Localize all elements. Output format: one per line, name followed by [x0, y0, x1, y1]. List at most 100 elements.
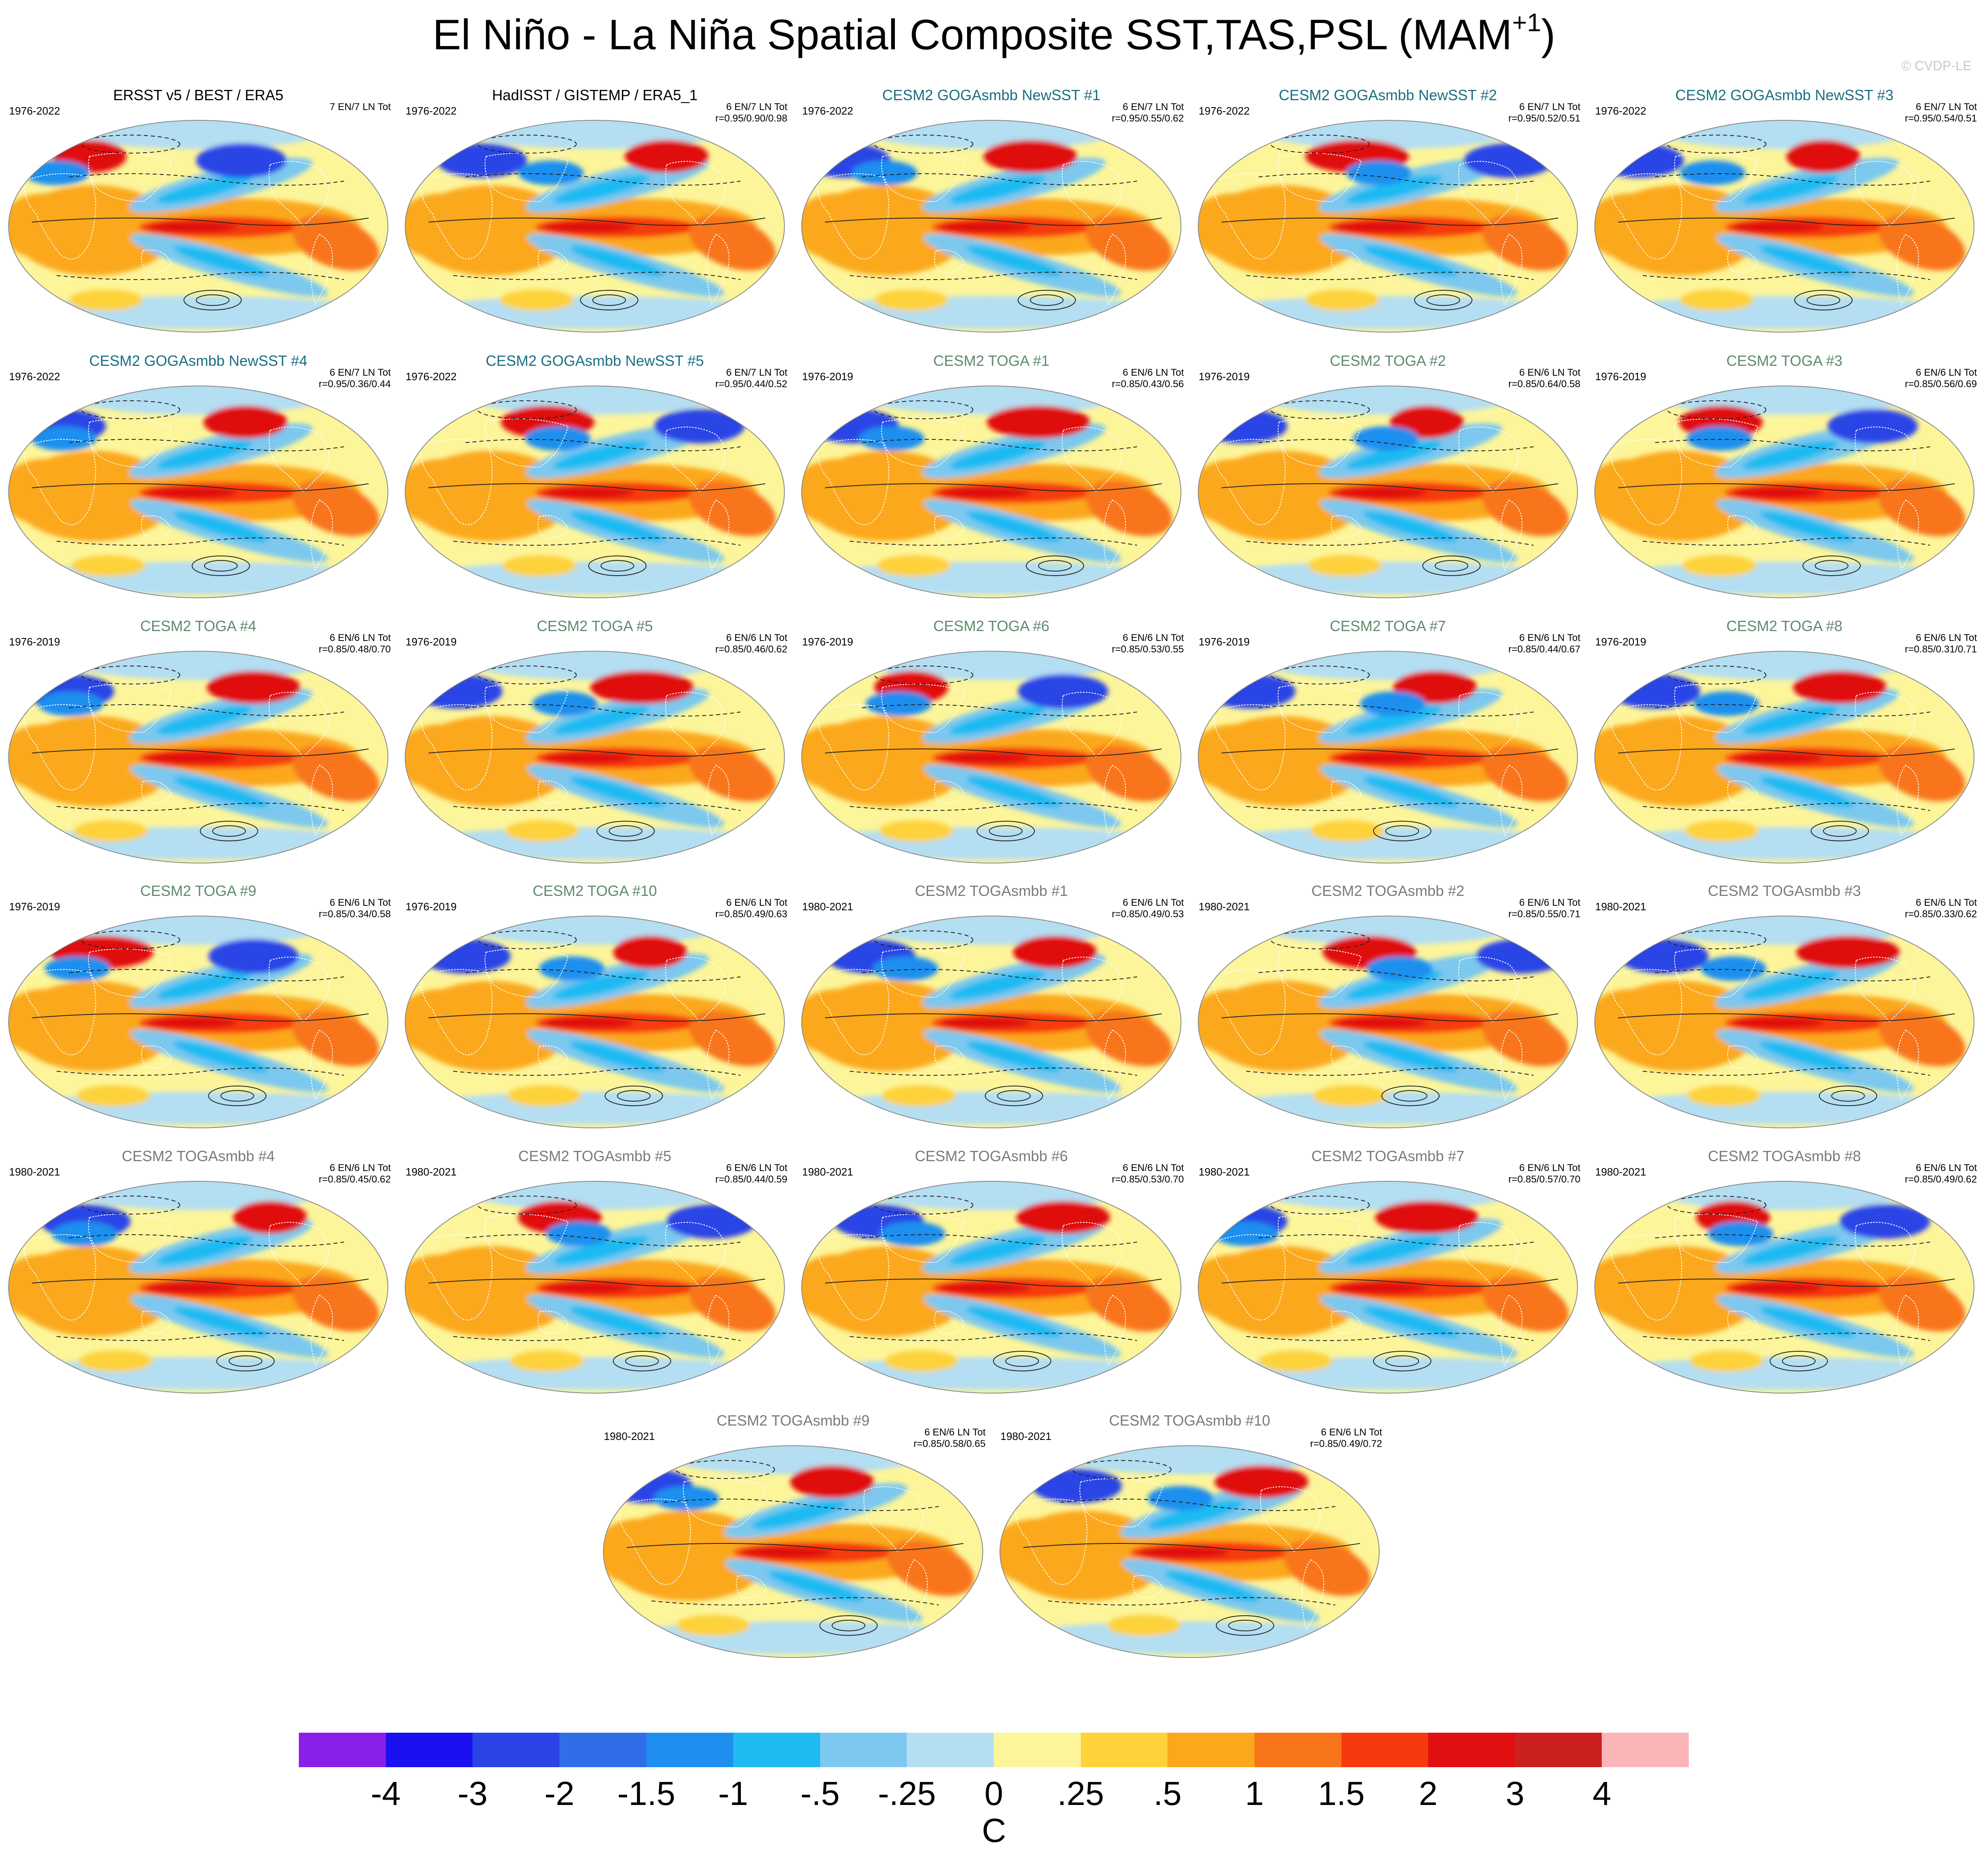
panel-event-count: 6 EN/6 LN Tot — [330, 1162, 391, 1173]
panel-years: 1980-2021 — [802, 1166, 853, 1178]
continent-outline — [1062, 1222, 1122, 1288]
panel-years: 1980-2021 — [406, 1166, 457, 1178]
psl-contour — [1642, 537, 1931, 546]
continent-outline — [537, 781, 569, 804]
continent-outline — [1062, 427, 1122, 493]
psl-contour — [832, 1620, 865, 1631]
continent-outline — [141, 1311, 172, 1334]
colorbar-tick-label: -1 — [718, 1775, 748, 1812]
colorbar-swatch — [559, 1733, 647, 1767]
continent-outline — [706, 1029, 729, 1101]
map-panel: CESM2 TOGA #1 1976-2019 6 EN/6 LN Tot r=0.8… — [793, 350, 1190, 613]
map-plot — [8, 651, 388, 863]
warm-atlantic — [802, 1254, 883, 1320]
continent-outline — [934, 781, 965, 804]
warm-atlantic — [405, 989, 486, 1055]
map-plot — [8, 120, 388, 333]
warm-atlantic — [1198, 193, 1279, 259]
continent-outline — [1458, 1222, 1519, 1288]
panel-correlation: r=0.85/0.55/0.71 — [1508, 909, 1580, 920]
psl-contour — [1023, 1543, 1360, 1551]
continent-outline — [1330, 1311, 1362, 1334]
psl-contour — [1618, 1279, 1955, 1287]
psl-contour — [56, 272, 344, 280]
psl-contour — [1385, 825, 1419, 837]
panel-event-count: 6 EN/7 LN Tot — [726, 101, 787, 113]
southern-band — [811, 1357, 1172, 1390]
map-plot — [1198, 916, 1578, 1128]
north-warm-anomaly — [1796, 936, 1900, 969]
colorbar-tick-label: .5 — [1153, 1775, 1182, 1812]
panel-title: CESM2 TOGAsmbb #3 — [1708, 882, 1861, 899]
south-warm — [76, 1085, 150, 1107]
colorbar-tick-label: -.25 — [878, 1775, 936, 1812]
continent-outline — [1727, 1311, 1759, 1334]
continent-outline — [1609, 704, 1682, 790]
hot-equatorial-core — [1337, 221, 1427, 233]
continent-outline — [1609, 173, 1682, 259]
cool-north-core — [1346, 706, 1442, 735]
hot-equatorial-core — [940, 221, 1030, 233]
psl-contour — [849, 1068, 1137, 1076]
psl-contour — [1270, 930, 1370, 949]
hot-equatorial-core — [940, 752, 1030, 764]
psl-contour — [1270, 400, 1370, 419]
map-plot — [1594, 651, 1974, 863]
psl-contour — [196, 294, 229, 306]
north-cool-anomaly — [1694, 691, 1759, 716]
panel-years: 1976-2022 — [1199, 105, 1250, 117]
panel-title: CESM2 TOGA #1 — [933, 352, 1050, 369]
north-cool-anomaly — [539, 956, 605, 981]
cool-south-core — [1165, 1571, 1260, 1602]
hot-equatorial-core — [1138, 1547, 1229, 1558]
psl-contour — [1667, 135, 1766, 154]
map-border — [801, 120, 1181, 333]
continent-outline — [537, 1045, 569, 1069]
psl-contour — [605, 1086, 663, 1106]
continent-outline — [1330, 250, 1362, 273]
north-warm-anomaly — [1375, 1201, 1479, 1234]
continent-outline — [141, 515, 172, 539]
psl-contour — [862, 173, 1137, 186]
map-panel: CESM2 TOGAsmbb #8 1980-2021 6 EN/6 LN Tot r… — [1586, 1145, 1983, 1408]
colorbar-swatch — [1341, 1733, 1429, 1767]
psl-contour — [220, 1090, 254, 1102]
psl-contour — [617, 1090, 651, 1102]
psl-contour — [453, 272, 741, 280]
continent-outline — [1458, 427, 1519, 493]
cool-south-core — [1759, 511, 1855, 542]
cool-south-core — [1759, 1041, 1855, 1072]
psl-contour — [477, 1196, 577, 1215]
warm-atlantic — [405, 459, 486, 525]
panel-title: CESM2 GOGAsmbb NewSST #4 — [89, 352, 307, 369]
hot-equatorial-core — [147, 752, 237, 764]
warm-east-pacific — [292, 480, 379, 536]
north-warm-anomaly — [1786, 140, 1860, 173]
panel-correlation: r=0.85/0.56/0.69 — [1905, 379, 1977, 390]
panel-correlation: r=0.85/0.48/0.70 — [319, 644, 391, 655]
continent-outline — [1062, 957, 1122, 1023]
psl-contour — [609, 825, 642, 837]
title-superscript: +1 — [1512, 9, 1541, 37]
panel-title: CESM2 TOGA #7 — [1330, 618, 1446, 634]
psl-contour — [1221, 749, 1559, 757]
map-panel: CESM2 TOGAsmbb #10 1980-2021 6 EN/6 LN Tot… — [991, 1410, 1388, 1672]
colorbar-tick-label: 4 — [1592, 1775, 1612, 1812]
psl-contour — [1667, 400, 1766, 419]
warm-east-pacific — [1085, 480, 1172, 536]
colorbar-tick-label: -1.5 — [617, 1775, 676, 1812]
colorbar — [299, 1733, 1689, 1767]
south-warm — [1259, 1350, 1332, 1372]
colorbar-tick-label: -4 — [371, 1775, 401, 1812]
warm-atlantic — [9, 724, 89, 790]
panel-event-count: 6 EN/6 LN Tot — [1123, 367, 1184, 378]
continent-outline — [1855, 692, 1915, 758]
panel-correlation: r=0.85/0.44/0.59 — [715, 1174, 787, 1185]
south-warm — [505, 820, 579, 842]
psl-contour — [208, 1086, 266, 1106]
southern-band — [612, 1621, 974, 1654]
north-cool-anomaly — [873, 956, 938, 981]
south-warm — [79, 1350, 153, 1372]
continent-outline — [23, 439, 96, 525]
map-plot — [801, 916, 1181, 1128]
